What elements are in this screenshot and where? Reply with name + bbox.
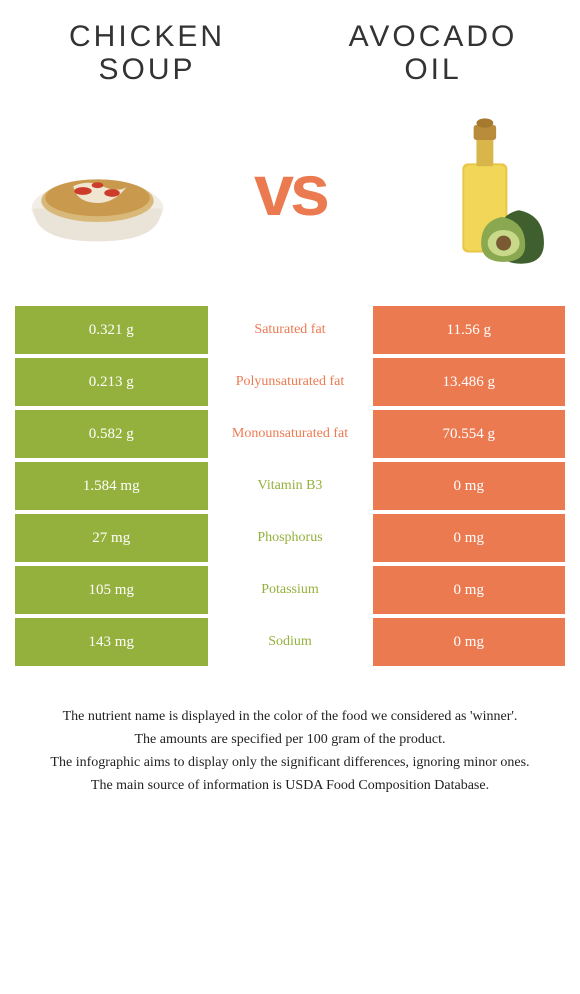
images-row: vs — [15, 106, 565, 276]
chicken-soup-icon — [20, 131, 175, 251]
table-row: 0.213 gPolyunsaturated fat13.486 g — [15, 358, 565, 406]
left-food-title: CHICKEN SOUP — [15, 20, 279, 86]
nutrient-label: Sodium — [208, 618, 373, 666]
left-value: 1.584 mg — [15, 462, 208, 510]
right-value: 70.554 g — [373, 410, 566, 458]
footer-line: The amounts are specified per 100 gram o… — [25, 729, 555, 750]
table-row: 27 mgPhosphorus0 mg — [15, 514, 565, 562]
right-title-line1: AVOCADO — [349, 20, 518, 53]
footer-line: The infographic aims to display only the… — [25, 752, 555, 773]
left-value: 0.213 g — [15, 358, 208, 406]
table-row: 105 mgPotassium0 mg — [15, 566, 565, 614]
left-title-line2: SOUP — [98, 53, 195, 86]
right-title-line2: OIL — [404, 53, 461, 86]
left-food-image — [15, 111, 180, 271]
footer-text: The nutrient name is displayed in the co… — [15, 706, 565, 798]
nutrient-label: Potassium — [208, 566, 373, 614]
left-value: 27 mg — [15, 514, 208, 562]
nutrient-label: Vitamin B3 — [208, 462, 373, 510]
table-row: 0.321 gSaturated fat11.56 g — [15, 306, 565, 354]
vs-label: vs — [254, 150, 326, 232]
right-value: 0 mg — [373, 618, 566, 666]
header-row: CHICKEN SOUP AVOCADO OIL — [15, 20, 565, 86]
left-title-line1: CHICKEN — [69, 20, 225, 53]
table-row: 0.582 gMonounsaturated fat70.554 g — [15, 410, 565, 458]
footer-line: The nutrient name is displayed in the co… — [25, 706, 555, 727]
avocado-oil-icon — [408, 109, 558, 274]
right-value: 0 mg — [373, 566, 566, 614]
left-value: 0.321 g — [15, 306, 208, 354]
table-row: 1.584 mgVitamin B30 mg — [15, 462, 565, 510]
right-value: 0 mg — [373, 462, 566, 510]
nutrient-table: 0.321 gSaturated fat11.56 g0.213 gPolyun… — [15, 306, 565, 666]
nutrient-label: Phosphorus — [208, 514, 373, 562]
left-value: 143 mg — [15, 618, 208, 666]
nutrient-label: Monounsaturated fat — [208, 410, 373, 458]
table-row: 143 mgSodium0 mg — [15, 618, 565, 666]
nutrient-label: Polyunsaturated fat — [208, 358, 373, 406]
right-value: 11.56 g — [373, 306, 566, 354]
nutrient-label: Saturated fat — [208, 306, 373, 354]
footer-line: The main source of information is USDA F… — [25, 775, 555, 796]
right-food-title: AVOCADO OIL — [301, 20, 565, 86]
right-value: 13.486 g — [373, 358, 566, 406]
left-value: 105 mg — [15, 566, 208, 614]
right-value: 0 mg — [373, 514, 566, 562]
right-food-image — [400, 111, 565, 271]
left-value: 0.582 g — [15, 410, 208, 458]
